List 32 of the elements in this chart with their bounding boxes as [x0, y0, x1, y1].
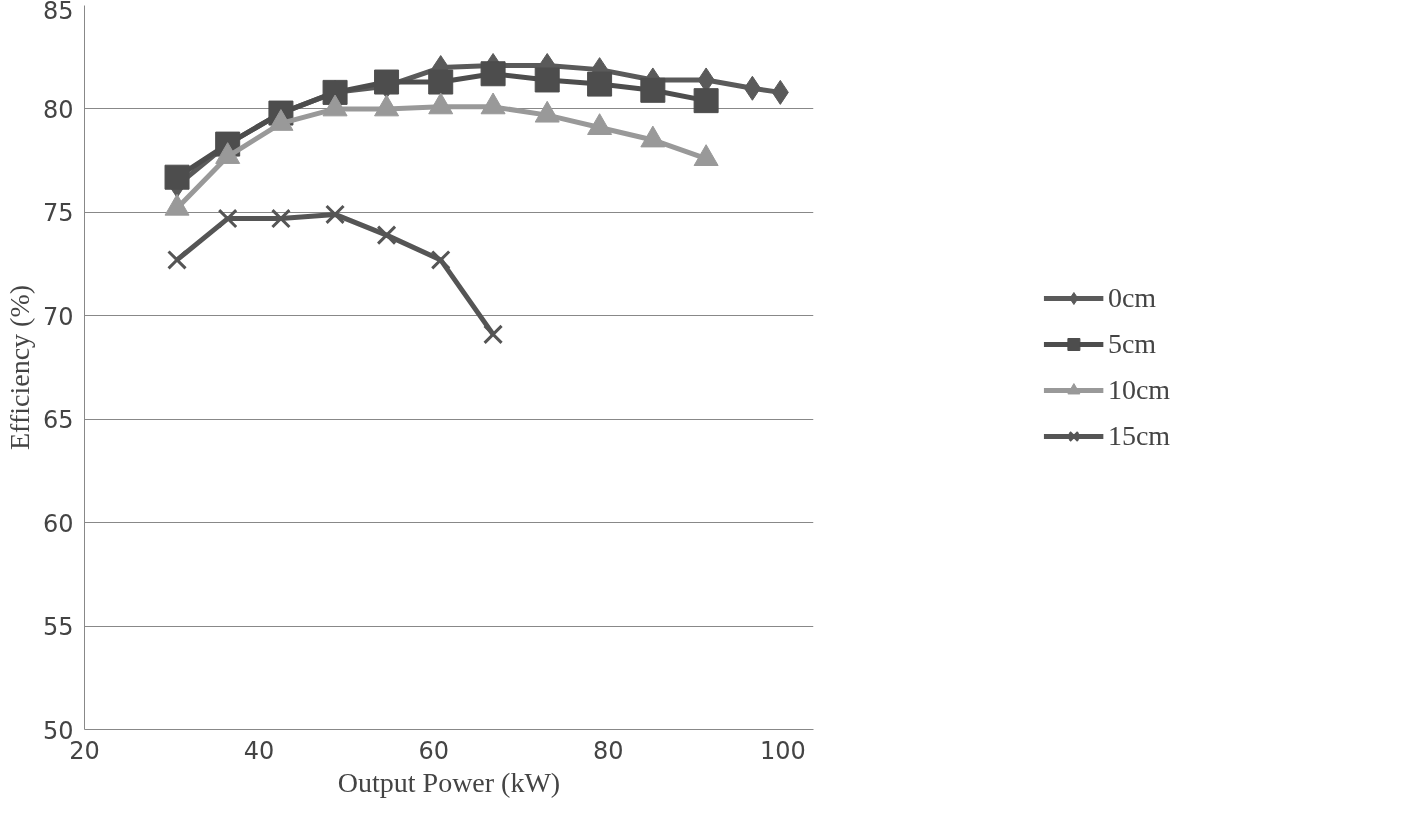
y-tick-label: 60 [42, 509, 74, 538]
legend-label: 5cm [1107, 328, 1157, 360]
point [693, 88, 719, 114]
legend-label: 10cm [1107, 374, 1171, 406]
point [325, 204, 346, 225]
point [376, 225, 397, 246]
y-tick-label: 80 [42, 95, 74, 124]
x-tick-label: 60 [418, 736, 449, 765]
x-tick-label: 100 [760, 736, 806, 765]
y-tick-label: 85 [42, 0, 74, 25]
point [270, 208, 291, 229]
y-tick-label: 55 [42, 613, 74, 642]
point [483, 324, 504, 345]
legend-label: 15cm [1107, 420, 1171, 452]
x-tick-label: 80 [593, 736, 624, 765]
y-tick-label: 70 [42, 302, 74, 331]
legend-label: 0cm [1107, 282, 1157, 314]
point [640, 77, 666, 103]
y-axis-title: Efficiency (%) [3, 284, 35, 451]
y-tick-label: 65 [42, 406, 74, 435]
point [374, 69, 400, 95]
point [480, 61, 506, 87]
point [534, 67, 560, 93]
x-axis-title: Output Power (kW) [337, 766, 561, 798]
point [428, 69, 454, 95]
y-tick-label: 75 [42, 199, 74, 228]
point [587, 71, 613, 97]
x-tick-label: 40 [243, 736, 275, 765]
point [217, 208, 238, 229]
point [430, 249, 451, 270]
point [167, 249, 188, 270]
point [164, 164, 190, 190]
